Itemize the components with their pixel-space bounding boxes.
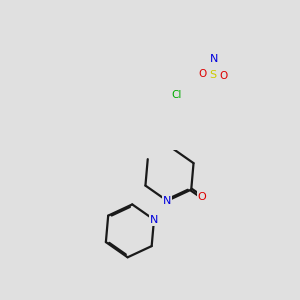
Text: Cl: Cl — [172, 91, 182, 100]
Text: N: N — [163, 196, 171, 206]
Text: O: O — [198, 69, 207, 80]
Text: O: O — [198, 192, 206, 202]
Text: S: S — [209, 70, 216, 80]
Text: N: N — [210, 54, 218, 64]
Text: O: O — [219, 71, 227, 81]
Text: N: N — [150, 214, 158, 225]
